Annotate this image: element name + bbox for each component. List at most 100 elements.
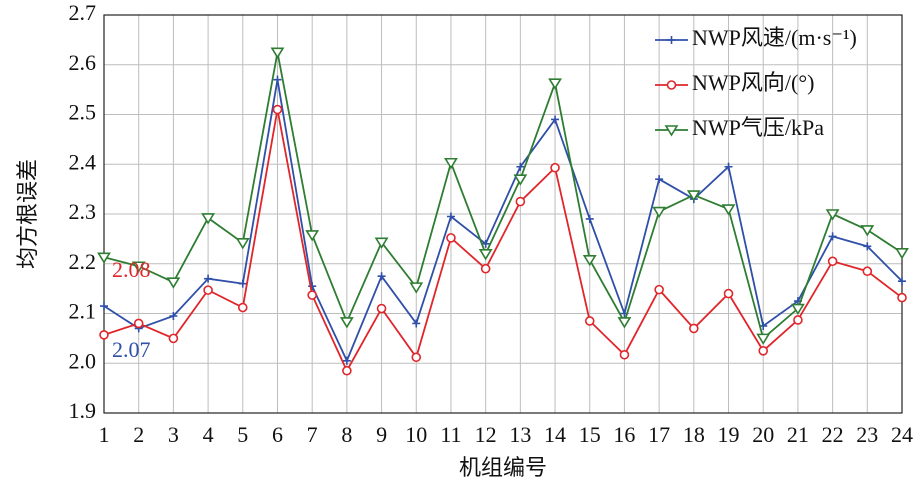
- marker: [201, 213, 216, 225]
- marker: [860, 225, 875, 237]
- marker: [898, 277, 906, 286]
- y-tick-label: 2.6: [69, 50, 97, 75]
- marker: [342, 365, 352, 376]
- marker: [480, 263, 491, 274]
- plot-frame: [103, 14, 903, 414]
- marker: [515, 196, 526, 207]
- marker: [168, 333, 179, 344]
- series-line: [103, 109, 903, 373]
- series-line: [103, 52, 903, 340]
- marker: [582, 254, 597, 267]
- x-axis-label: 机组编号: [459, 455, 547, 480]
- marker: [270, 47, 285, 59]
- y-tick-label: 2.3: [69, 199, 97, 224]
- x-tick-label: 18: [683, 422, 705, 447]
- marker: [655, 175, 664, 184]
- marker: [652, 206, 667, 219]
- x-tick-label: 3: [168, 422, 179, 447]
- marker: [551, 115, 560, 124]
- x-tick-label: 23: [856, 422, 878, 447]
- marker: [308, 282, 317, 291]
- marker: [446, 233, 456, 243]
- marker: [825, 209, 840, 221]
- marker: [203, 285, 213, 295]
- series-line: [103, 79, 903, 364]
- x-tick-label: 19: [718, 422, 740, 447]
- marker: [689, 323, 699, 334]
- x-tick-label: 16: [613, 422, 635, 447]
- marker: [513, 174, 528, 186]
- marker: [444, 157, 458, 170]
- legend-label: NWP气压/kPa: [692, 115, 824, 140]
- marker: [133, 318, 144, 329]
- legend-label: NWP风速/(m·s⁻¹): [692, 25, 857, 50]
- marker: [756, 333, 771, 345]
- marker: [235, 238, 250, 250]
- marker: [790, 303, 805, 316]
- y-tick-label: 2.2: [69, 249, 97, 274]
- x-tick-label: 8: [341, 422, 352, 447]
- marker: [667, 36, 676, 44]
- x-tick-label: 21: [787, 422, 809, 447]
- marker: [617, 317, 632, 329]
- marker: [897, 292, 907, 303]
- marker: [664, 125, 679, 137]
- x-tick-label: 15: [579, 422, 601, 447]
- x-tick-label: 17: [648, 422, 670, 447]
- annotation: 2.08: [112, 257, 151, 282]
- y-tick-label: 2.1: [69, 299, 97, 324]
- x-tick-label: 9: [376, 422, 387, 447]
- marker: [686, 190, 701, 202]
- x-tick-label: 7: [307, 422, 318, 447]
- marker: [481, 239, 490, 248]
- marker: [307, 290, 317, 300]
- marker: [863, 242, 872, 251]
- marker: [305, 230, 320, 242]
- marker: [374, 237, 389, 249]
- x-tick-label: 14: [544, 422, 566, 447]
- x-tick-label: 6: [272, 422, 283, 447]
- y-tick-label: 2.0: [69, 348, 97, 373]
- marker: [100, 302, 108, 311]
- x-tick-label: 20: [752, 422, 774, 447]
- x-tick-label: 24: [891, 422, 913, 447]
- marker: [411, 352, 422, 363]
- x-tick-label: 12: [475, 422, 497, 447]
- marker: [272, 104, 283, 115]
- marker: [550, 162, 560, 173]
- y-axis-label: 均方根误差: [15, 159, 40, 269]
- marker: [654, 284, 664, 295]
- y-tick-label: 2.7: [69, 0, 97, 25]
- marker: [827, 256, 838, 267]
- marker: [584, 316, 595, 326]
- marker: [97, 252, 111, 264]
- y-tick-label: 2.5: [69, 100, 97, 125]
- marker: [724, 162, 733, 171]
- marker: [131, 261, 146, 273]
- marker: [516, 162, 525, 171]
- marker: [478, 249, 493, 261]
- x-tick-label: 22: [822, 422, 844, 447]
- y-tick-label: 1.9: [69, 398, 97, 423]
- x-tick-label: 10: [405, 422, 427, 447]
- x-tick-label: 13: [509, 422, 531, 447]
- marker: [99, 330, 109, 340]
- x-tick-label: 4: [203, 422, 214, 447]
- marker: [758, 346, 769, 356]
- marker: [409, 282, 424, 294]
- marker: [238, 279, 247, 288]
- marker: [166, 277, 181, 289]
- marker: [273, 75, 282, 84]
- marker: [204, 274, 213, 283]
- marker: [666, 80, 677, 90]
- x-tick-label: 11: [440, 422, 461, 447]
- marker: [828, 232, 837, 241]
- legend-label: NWP风向/(°): [692, 70, 814, 95]
- x-tick-label: 5: [237, 422, 248, 447]
- marker: [723, 288, 734, 299]
- marker: [895, 248, 909, 260]
- marker: [548, 78, 562, 90]
- marker: [585, 214, 594, 223]
- marker: [169, 311, 178, 320]
